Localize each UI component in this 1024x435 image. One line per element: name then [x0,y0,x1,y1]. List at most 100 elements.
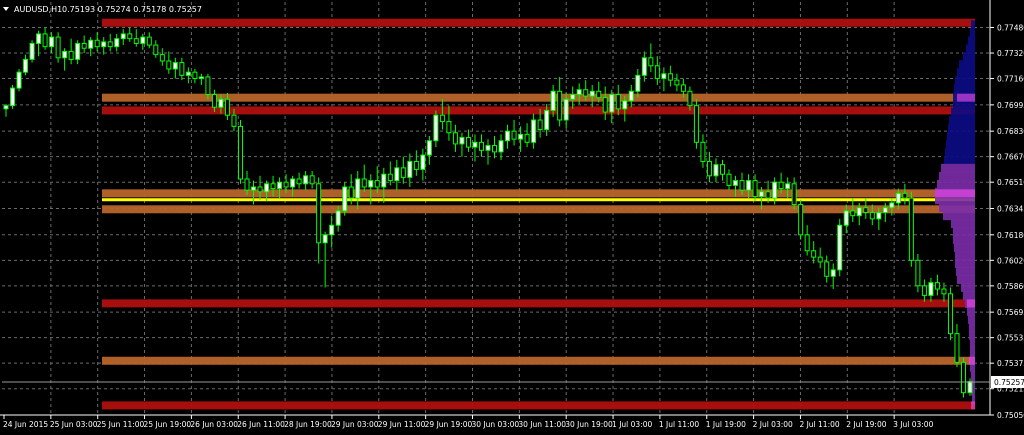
candle [843,204,849,234]
candle [570,86,576,109]
candle [544,104,550,136]
candle-body [863,207,869,213]
candle-body [719,164,725,175]
candle [251,180,257,205]
candle [739,172,745,195]
profile-bar [935,195,975,205]
candle-body [706,160,712,177]
profile-bar [963,291,975,300]
candle [661,67,667,92]
candle-body [680,84,686,92]
candle [49,32,55,54]
candle [257,175,263,200]
candle-body [264,183,270,193]
profile-bar [948,123,975,133]
candle [472,134,478,162]
profile-bar [947,131,975,141]
candle [153,40,159,58]
candle [850,198,856,223]
candle [954,324,960,368]
candle [94,32,100,52]
candle-body [478,141,484,151]
candle [394,159,400,191]
x-tick-label: 2 Jul 11:00 [799,420,839,429]
candle-body [316,183,322,244]
candle-body [811,250,817,258]
candle [211,89,217,113]
candle [759,186,765,210]
candle-body [635,74,641,92]
candle [869,204,875,226]
x-tick-label: 25 Jun 19:00 [144,420,192,429]
candle-body [224,98,230,116]
candle [407,153,413,187]
candle [746,174,752,199]
candle-body [283,181,289,188]
candle-body [550,90,556,111]
x-tick-label: 1 Jul 03:00 [612,420,652,429]
candle [36,30,42,57]
candle [693,99,699,149]
candle-body [3,105,9,110]
candle-body [492,145,498,153]
candle-body [563,98,569,121]
triangle-down-icon[interactable] [3,7,9,11]
candle [433,110,439,148]
candle-body [876,211,882,220]
candle-body [537,119,543,131]
profile-highlight [957,93,975,102]
candle [804,225,810,256]
candle-body [166,60,172,70]
candle-body [439,114,445,123]
candle-body [622,100,628,110]
candle [654,56,660,85]
candle-body [231,114,237,127]
x-tick-label: 25 Jun 03:00 [50,420,98,429]
profile-bar [970,28,975,37]
candle-body [785,183,791,190]
candle-body [960,361,966,394]
profile-bar [943,211,975,221]
ohlc-readout: 0.75193 0.75274 0.75178 0.75257 [62,5,202,14]
candle [452,124,458,152]
candle-body [687,90,693,107]
candle-body [400,167,406,178]
profile-bar [955,76,975,85]
profile-highlight [967,299,975,308]
candle [960,357,966,398]
profile-bar [969,331,975,340]
candle-body [296,178,302,185]
candle-body [967,381,973,394]
candle [700,134,706,168]
candle-body [394,167,400,182]
y-tick-label: 0.75050 [997,411,1024,420]
candle-body [778,181,784,190]
candle [863,198,869,219]
candle-body [81,42,87,49]
candle-body [934,282,940,290]
candle-body [856,207,862,217]
candle [329,215,335,248]
candle [62,48,68,71]
candle-body [68,50,74,60]
candle [296,172,302,189]
candle-body [824,261,830,277]
candle [895,188,901,210]
candle-body [772,181,778,199]
candle-body [88,39,94,49]
candle [635,68,641,98]
candle [583,80,589,101]
candle [120,29,126,46]
candle [23,54,29,76]
candle-body [426,140,432,156]
current-price-box [991,375,1024,388]
candle [726,169,732,191]
candle-body [29,42,35,60]
candle-body [133,38,139,44]
